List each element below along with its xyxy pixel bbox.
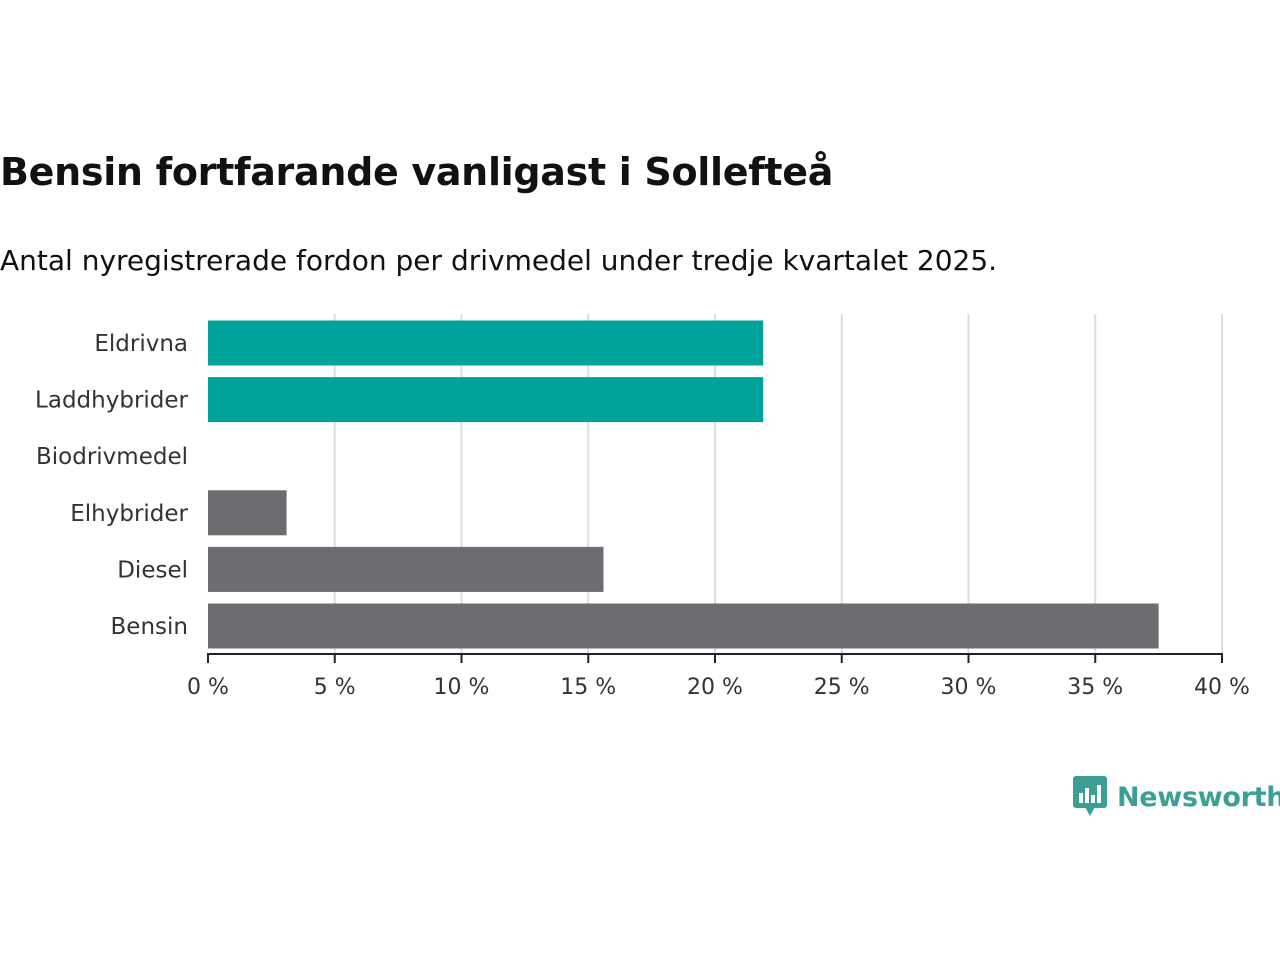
category-label: Laddhybrider	[35, 388, 188, 414]
chart-title: Bensin fortfarande vanligast i Sollefteå	[0, 150, 834, 194]
x-tick-label: 10 %	[434, 675, 490, 700]
gridlines	[333, 314, 1223, 654]
x-tick-label: 40 %	[1194, 675, 1250, 700]
bars	[208, 320, 1159, 649]
bar-bensin	[208, 603, 1159, 649]
bar-laddhybrider	[208, 377, 764, 423]
bar-eldrivna	[208, 320, 764, 366]
category-label: Diesel	[117, 557, 188, 583]
x-tick-label: 25 %	[814, 675, 870, 700]
x-tick-label: 20 %	[687, 675, 743, 700]
category-label: Bensin	[111, 614, 188, 640]
category-label: Eldrivna	[94, 331, 188, 357]
newsworthy-logo-icon	[1073, 776, 1107, 816]
category-label: Elhybrider	[70, 501, 188, 527]
x-tick-label: 0 %	[187, 675, 229, 700]
x-axis: 0 % 5 % 10 % 15 % 20 % 25 % 30 % 35 % 40 %	[187, 653, 1250, 700]
newsworthy-logo-text: Newsworthy	[1117, 781, 1280, 813]
bar-elhybrider	[208, 490, 287, 536]
newsworthy-logo: Newsworthy	[1073, 776, 1280, 818]
chart-subtitle: Antal nyregistrerade fordon per drivmede…	[0, 244, 998, 277]
x-tick-label: 5 %	[314, 675, 356, 700]
category-labels: Eldrivna Laddhybrider Biodrivmedel Elhybrid…	[35, 331, 188, 640]
category-label: Biodrivmedel	[36, 444, 188, 470]
bar-diesel	[208, 546, 604, 592]
x-tick-label: 15 %	[560, 675, 616, 700]
x-tick-label: 30 %	[941, 675, 997, 700]
x-tick-label: 35 %	[1067, 675, 1123, 700]
